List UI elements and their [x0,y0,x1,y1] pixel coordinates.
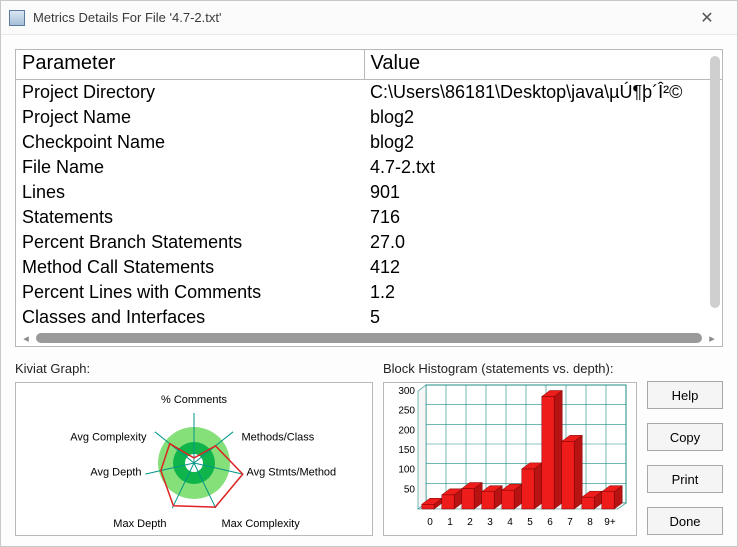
svg-text:2: 2 [467,517,473,528]
cell-value: 901 [364,180,722,205]
cell-value: 1.2 [364,280,722,305]
svg-text:300: 300 [398,386,415,397]
cell-param: Lines [16,180,364,205]
vertical-scrollbar[interactable] [710,56,720,308]
svg-text:250: 250 [398,406,415,417]
table-row[interactable]: Project DirectoryC:\Users\86181\Desktop\… [16,80,722,106]
table-row[interactable]: Method Call Statements412 [16,255,722,280]
metrics-table-box: Parameter Value Project DirectoryC:\User… [15,49,723,347]
header-parameter[interactable]: Parameter [16,50,364,80]
table-row[interactable]: Percent Branch Statements27.0 [16,230,722,255]
svg-text:5: 5 [527,517,533,528]
svg-text:1: 1 [447,517,453,528]
cell-param: File Name [16,155,364,180]
table-header-row: Parameter Value [16,50,722,80]
svg-text:Avg Depth: Avg Depth [90,467,141,479]
cell-value: 716 [364,205,722,230]
cell-value: blog2 [364,105,722,130]
cell-param: Percent Lines with Comments [16,280,364,305]
window-title: Metrics Details For File '4.7-2.txt' [33,10,685,25]
table-row[interactable]: Project Nameblog2 [16,105,722,130]
metrics-table: Parameter Value Project DirectoryC:\User… [16,50,722,330]
print-button[interactable]: Print [647,465,723,493]
svg-text:Methods/Class: Methods/Class [242,432,315,444]
histogram-panel: Block Histogram (statements vs. depth): … [383,361,637,536]
window: Metrics Details For File '4.7-2.txt' ✕ P… [0,0,738,547]
table-row[interactable]: Checkpoint Nameblog2 [16,130,722,155]
svg-text:Max Complexity: Max Complexity [222,518,301,530]
cell-param: Classes and Interfaces [16,305,364,330]
cell-param: Project Directory [16,80,364,106]
svg-text:7: 7 [567,517,573,528]
cell-param: Method Call Statements [16,255,364,280]
histogram-box: 50 100 150 200 250 300 0 1 2 3 4 5 6 7 8 9+ [383,382,637,536]
table-row[interactable]: Percent Lines with Comments1.2 [16,280,722,305]
horizontal-scrollbar[interactable]: ◂ ▸ [16,330,722,346]
scroll-right-icon[interactable]: ▸ [706,332,718,344]
kiviat-graph: % Comments Methods/Class Avg Stmts/Method M… [16,383,372,531]
histogram-label: Block Histogram (statements vs. depth): [383,361,637,376]
help-button[interactable]: Help [647,381,723,409]
cell-param: Project Name [16,105,364,130]
cell-param: Percent Branch Statements [16,230,364,255]
cell-value: 412 [364,255,722,280]
svg-text:150: 150 [398,445,415,456]
svg-text:50: 50 [404,484,416,495]
scroll-left-icon[interactable]: ◂ [20,332,32,344]
app-icon [9,10,25,26]
cell-value: 4.7-2.txt [364,155,722,180]
svg-text:200: 200 [398,425,415,436]
close-icon[interactable]: ✕ [685,4,729,32]
copy-button[interactable]: Copy [647,423,723,451]
svg-text:3: 3 [487,517,493,528]
cell-value: 27.0 [364,230,722,255]
svg-text:Max Depth: Max Depth [113,518,166,530]
svg-text:% Comments: % Comments [161,394,228,406]
svg-text:0: 0 [427,517,433,528]
svg-text:8: 8 [587,517,593,528]
header-value[interactable]: Value [364,50,722,80]
svg-text:6: 6 [547,517,553,528]
table-row[interactable]: Statements716 [16,205,722,230]
metrics-scroll[interactable]: Parameter Value Project DirectoryC:\User… [16,50,722,330]
svg-text:9+: 9+ [604,517,616,528]
table-row[interactable]: Classes and Interfaces5 [16,305,722,330]
svg-text:Avg Complexity: Avg Complexity [70,432,147,444]
content-area: Parameter Value Project DirectoryC:\User… [1,35,737,546]
cell-value: 5 [364,305,722,330]
buttons-column: Help Copy Print Done [647,381,723,536]
cell-value: C:\Users\86181\Desktop\java\µÚ¶þ´Î²© [364,80,722,106]
table-row[interactable]: File Name4.7-2.txt [16,155,722,180]
done-button[interactable]: Done [647,507,723,535]
svg-text:100: 100 [398,465,415,476]
titlebar: Metrics Details For File '4.7-2.txt' ✕ [1,1,737,35]
kiviat-panel: Kiviat Graph: % Comments Methods/Class Avg… [15,361,373,536]
cell-value: blog2 [364,130,722,155]
cell-param: Statements [16,205,364,230]
kiviat-label: Kiviat Graph: [15,361,373,376]
kiviat-box: % Comments Methods/Class Avg Stmts/Method M… [15,382,373,536]
table-row[interactable]: Lines901 [16,180,722,205]
histogram-chart: 50 100 150 200 250 300 0 1 2 3 4 5 6 7 8 9+ [384,383,630,531]
svg-text:Avg Stmts/Method: Avg Stmts/Method [247,467,337,479]
svg-text:4: 4 [507,517,513,528]
scroll-track[interactable] [36,333,702,343]
lower-panels: Kiviat Graph: % Comments Methods/Class Avg… [15,361,723,536]
cell-param: Checkpoint Name [16,130,364,155]
